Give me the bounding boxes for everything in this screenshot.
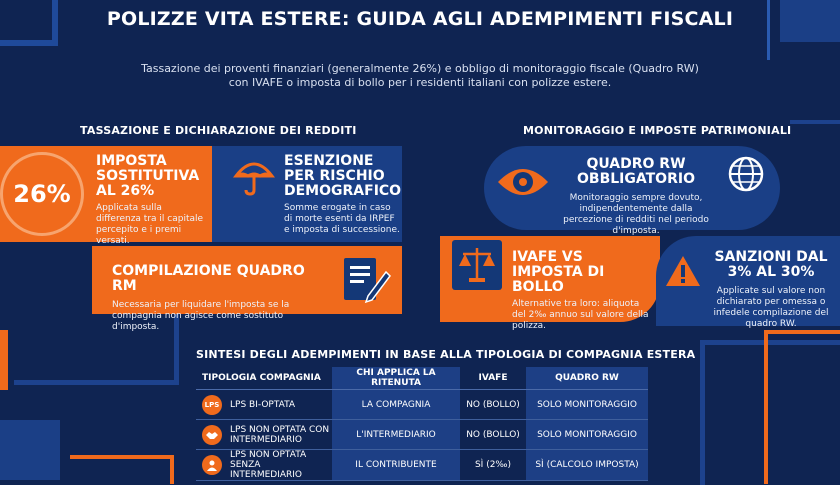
person-icon [202, 455, 222, 475]
imposta-title: IMPOSTA SOSTITUTIVA AL 26% [96, 153, 200, 199]
quadro-rw-content: QUADRO RW OBBLIGATORIO Monitoraggio semp… [556, 157, 716, 237]
sanzioni-desc: Applicate sul valore non dichiarato per … [713, 286, 829, 329]
sanzioni-title: SANZIONI DAL 3% AL 30% [714, 249, 828, 280]
table-row: LPS NON OPTATA CON INTERMEDIARIO L'INTER… [196, 419, 648, 450]
compilazione-content: COMPILAZIONE QUADRO RM Necessaria per li… [112, 264, 332, 333]
row-ivafe: SÌ (2‰) [460, 449, 526, 481]
warning-icon [664, 254, 702, 292]
col-header-ritenuta: CHI APPLICA LA RITENUTA [332, 367, 460, 390]
summary-heading: SINTESI DEGLI ADEMPIMENTI IN BASE ALLA T… [196, 348, 696, 361]
deco-right-mid-line [790, 120, 840, 194]
left-section-heading: TASSAZIONE E DICHIARAZIONE DEI REDDITI [80, 124, 357, 137]
deco-left-blue-frame [14, 300, 179, 385]
row-type: LPS BI-OPTATA [230, 399, 296, 410]
row-type-cell: LPS LPS BI-OPTATA [196, 389, 332, 420]
deco-right-blue-frame [700, 340, 840, 485]
row-type-cell: LPS NON OPTATA CON INTERMEDIARIO [196, 419, 332, 450]
imposta-desc: Applicata sulla differenza tra il capita… [96, 203, 204, 246]
esenzione-card [212, 146, 402, 242]
row-type: LPS NON OPTATA CON INTERMEDIARIO [230, 424, 330, 445]
row-ritenuta: L'INTERMEDIARIO [332, 419, 460, 450]
row-quadro-rw: SOLO MONITORAGGIO [526, 389, 648, 420]
deco-corner-topright-line [753, 0, 770, 60]
right-section-heading: MONITORAGGIO E IMPOSTE PATRIMONIALI [523, 124, 792, 137]
row-type-cell: LPS NON OPTATA SENZA INTERMEDIARIO [196, 449, 332, 481]
row-ivafe: NO (BOLLO) [460, 419, 526, 450]
rate-badge: 26% [0, 152, 84, 236]
quadro-rw-title: QUADRO RW OBBLIGATORIO [577, 156, 695, 187]
esenzione-desc: Somme erogate in caso di morte esenti da… [284, 203, 400, 235]
deco-corner-topleft [0, 0, 58, 46]
col-header-ivafe: IVAFE [460, 367, 526, 390]
row-ivafe: NO (BOLLO) [460, 389, 526, 420]
summary-table: TIPOLOGIA COMPAGNIA CHI APPLICA LA RITEN… [196, 367, 648, 481]
col-header-tipologia: TIPOLOGIA COMPAGNIA [196, 367, 332, 390]
row-type: LPS NON OPTATA SENZA INTERMEDIARIO [230, 450, 307, 480]
deco-bottom-left-orange [70, 455, 174, 484]
deco-bottom-left-block [0, 420, 60, 480]
col-header-quadro-rw: QUADRO RW [526, 367, 648, 390]
ivafe-desc: Alternative tra loro: aliquota del 2‰ an… [512, 299, 649, 331]
sanzioni-content: SANZIONI DAL 3% AL 30% Applicate sul val… [706, 250, 836, 330]
deco-right-orange-frame [764, 330, 840, 484]
handshake-icon [202, 424, 222, 445]
document-pen-icon [338, 254, 392, 310]
imposta-content: IMPOSTA SOSTITUTIVA AL 26% Applicata sul… [96, 154, 208, 247]
summary-header-row: TIPOLOGIA COMPAGNIA CHI APPLICA LA RITEN… [196, 367, 648, 390]
compilazione-desc: Necessaria per liquidare l'imposta se la… [112, 300, 290, 332]
lps-badge: LPS [202, 394, 222, 415]
deco-corner-topright [780, 0, 840, 42]
quadro-rw-desc: Monitoraggio sempre dovuto, indipendente… [563, 193, 709, 236]
row-quadro-rw: SOLO MONITORAGGIO [526, 419, 648, 450]
ivafe-title: IVAFE VS IMPOSTA DI BOLLO [512, 249, 605, 295]
deco-left-orange-bar [0, 330, 8, 390]
umbrella-icon [232, 156, 276, 200]
esenzione-content: ESENZIONE PER RISCHIO DEMOGRAFICO Somme … [284, 153, 402, 236]
eye-icon [494, 160, 552, 208]
page-subtitle: Tassazione dei proventi finanziari (gene… [141, 62, 699, 89]
scales-icon [457, 244, 497, 290]
compilazione-title: COMPILAZIONE QUADRO RM [112, 263, 305, 294]
page-title: POLIZZE VITA ESTERE: GUIDA AGLI ADEMPIME… [106, 8, 734, 30]
row-ritenuta: IL CONTRIBUENTE [332, 449, 460, 481]
table-row: LPS LPS BI-OPTATA LA COMPAGNIA NO (BOLLO… [196, 389, 648, 420]
rate-badge-text: 26% [13, 180, 71, 208]
ivafe-content: IVAFE VS IMPOSTA DI BOLLO Alternative tr… [512, 250, 652, 332]
row-ritenuta: LA COMPAGNIA [332, 389, 460, 420]
esenzione-title: ESENZIONE PER RISCHIO DEMOGRAFICO [284, 153, 402, 199]
globe-icon [726, 154, 766, 198]
table-row: LPS NON OPTATA SENZA INTERMEDIARIO IL CO… [196, 449, 648, 481]
row-quadro-rw: SÌ (CALCOLO IMPOSTA) [526, 449, 648, 481]
